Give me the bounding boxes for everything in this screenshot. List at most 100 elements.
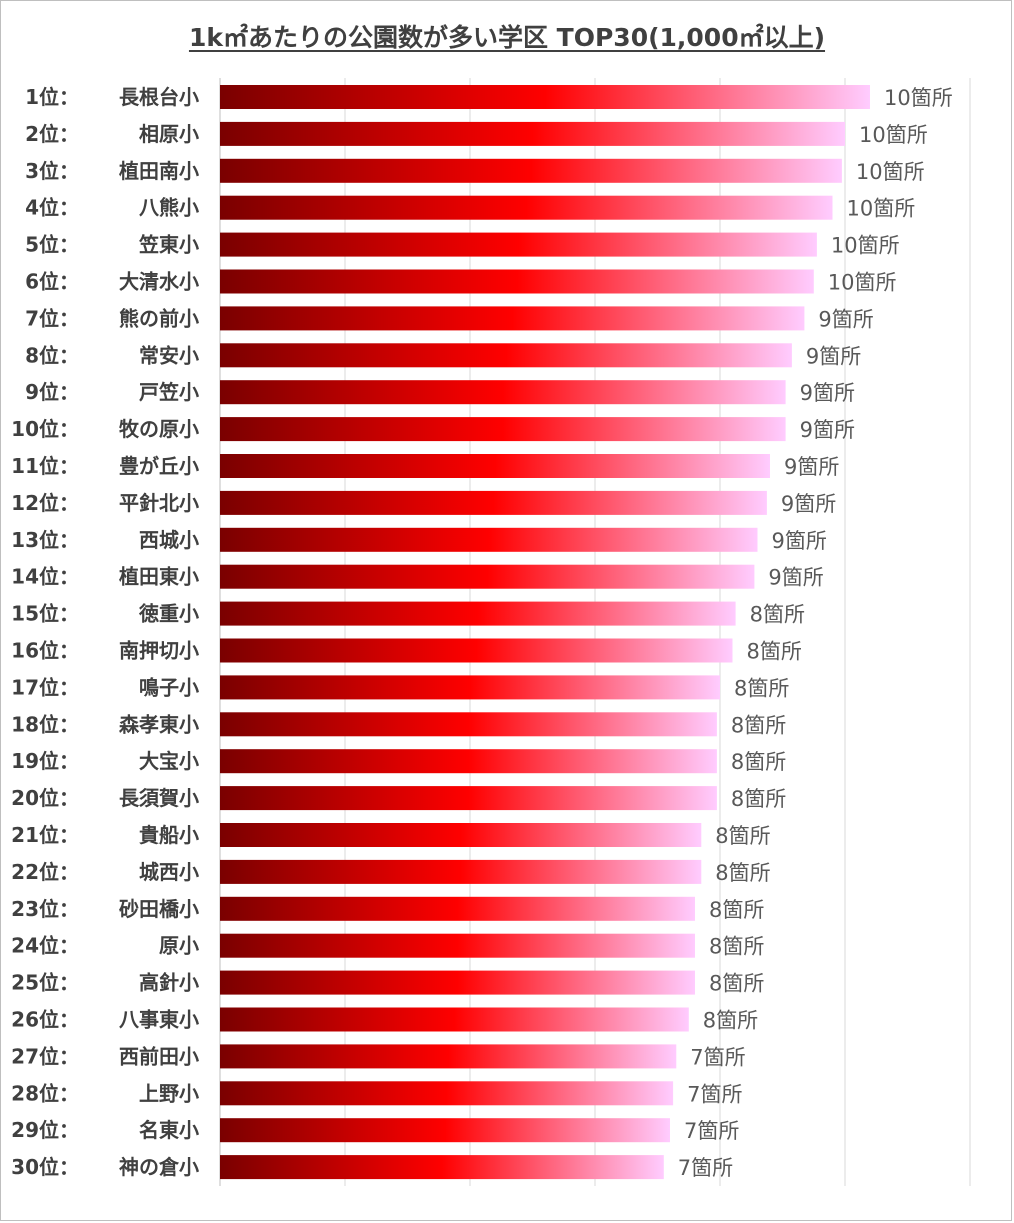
category-label: 常安小 [139,343,199,367]
data-label: 10箇所 [856,160,925,184]
data-label: 8箇所 [734,676,789,700]
category-label: 砂田橋小 [119,897,199,921]
rank-label: 17位： [11,675,79,699]
data-label: 10箇所 [884,86,953,110]
data-label: 8箇所 [731,750,786,774]
category-label: 牧の原小 [119,417,199,441]
rank-label: 3位： [25,159,79,183]
category-label: 西前田小 [119,1044,199,1068]
rank-label: 24位： [11,934,79,958]
bar [220,823,702,847]
bar [220,380,786,405]
data-label: 8箇所 [747,640,802,664]
category-label: 名東小 [139,1118,199,1142]
chart-title: 1k㎡あたりの公園数が多い学区 TOP30(1,000㎡以上) [188,23,826,52]
category-label: 長根台小 [119,85,199,109]
category-label: 八事東小 [119,1008,199,1032]
category-label: 植田南小 [119,159,199,183]
rank-label: 13位： [11,528,79,552]
rank-label: 14位： [11,565,79,589]
bar [220,158,842,183]
bar [220,195,833,220]
bar [220,1044,677,1069]
rank-label: 23位： [11,897,79,921]
bar [220,490,767,515]
rank-label: 16位： [11,639,79,663]
category-label: 鳴子小 [139,675,199,699]
data-label: 8箇所 [709,972,764,996]
bar [220,601,736,626]
bar [220,896,695,921]
bar [220,527,758,552]
data-label: 7箇所 [678,1156,733,1180]
rank-label: 11位： [11,454,79,478]
category-label: 相原小 [139,122,199,146]
bar [220,1007,689,1032]
bar [220,121,845,146]
data-label: 8箇所 [709,935,764,959]
rank-label: 19位： [11,749,79,773]
bar [220,712,717,737]
category-label: 森孝東小 [119,712,199,736]
bar [220,675,720,700]
rank-label: 25位： [11,971,79,995]
rank-label: 1位： [25,85,79,109]
rank-label: 18位： [11,712,79,736]
data-label: 10箇所 [847,197,916,221]
bar [220,454,770,478]
bar [220,1081,674,1106]
data-label: 7箇所 [687,1082,742,1106]
category-label: 城西小 [139,860,199,884]
rank-label: 21位： [11,823,79,847]
category-label: 神の倉小 [119,1155,199,1179]
data-label: 10箇所 [831,234,900,258]
data-label: 8箇所 [731,787,786,811]
data-label: 8箇所 [731,713,786,737]
data-label: 7箇所 [690,1045,745,1069]
bar [220,970,695,995]
category-label: 徳重小 [138,602,199,626]
data-label: 10箇所 [859,123,928,147]
category-label: 植田東小 [119,565,199,589]
category-label: 八熊小 [139,196,199,220]
bar [220,306,805,331]
data-label: 9箇所 [800,418,855,442]
category-label: 豊が丘小 [119,454,199,478]
data-label: 8箇所 [709,898,764,922]
rank-label: 29位： [11,1118,79,1142]
category-label: 貴船小 [139,823,199,847]
bar [220,417,786,442]
rank-label: 9位： [25,380,79,404]
rank-label: 4位： [25,196,79,220]
data-label: 7箇所 [684,1119,739,1143]
category-label: 南押切小 [119,639,199,663]
bar [220,343,792,368]
data-label: 9箇所 [768,566,823,590]
category-label: 西城小 [139,528,199,552]
rank-label: 10位： [11,417,79,441]
data-label: 9箇所 [784,455,839,479]
category-label: 熊の前小 [119,306,199,330]
category-label: 笠東小 [138,233,199,257]
bar [220,269,814,294]
rank-label: 27位： [11,1044,79,1068]
bar [220,933,695,958]
rank-label: 30位： [11,1155,79,1179]
data-label: 8箇所 [703,1009,758,1033]
category-label: 高針小 [139,971,199,995]
data-label: 8箇所 [715,861,770,885]
bar [220,1155,664,1180]
category-label: 大清水小 [119,270,199,294]
bar [220,1118,670,1143]
rank-label: 26位： [11,1008,79,1032]
rank-label: 20位： [11,786,79,810]
rank-label: 6位： [25,270,79,294]
category-label: 原小 [159,934,199,958]
data-label: 9箇所 [818,307,873,331]
rank-label: 22位： [11,860,79,884]
bar [220,638,733,663]
rank-label: 8位： [25,343,79,367]
rank-label: 7位： [25,306,79,330]
data-label: 9箇所 [772,529,827,553]
